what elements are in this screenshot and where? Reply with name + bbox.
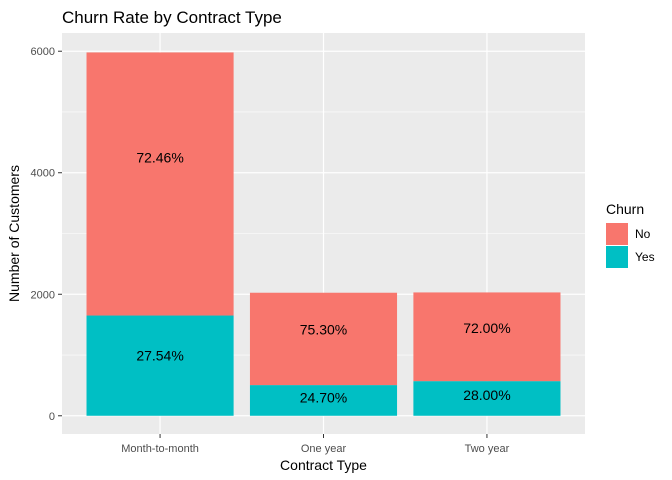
data-label-no: 72.46% (136, 150, 183, 166)
legend-swatch (606, 223, 628, 245)
y-axis-title: Number of Customers (6, 165, 22, 302)
data-label-no: 75.30% (300, 322, 347, 338)
legend: Churn No Yes (606, 201, 655, 268)
data-labels: 72.46% 27.54% 75.30% 24.70% 72.00% 28.00% (136, 150, 510, 406)
bars (86, 52, 561, 416)
bar-no (249, 292, 398, 386)
bar-yes (86, 315, 234, 416)
y-tick-label: 4000 (31, 168, 55, 180)
bar-no (413, 292, 561, 382)
data-label-yes: 28.00% (463, 387, 510, 403)
x-axis: Month-to-month One year Two year (121, 434, 510, 455)
bar-no (86, 52, 234, 316)
x-tick-label: One year (301, 443, 347, 455)
legend-swatch (606, 246, 628, 268)
legend-items: No Yes (606, 223, 655, 268)
legend-title: Churn (606, 201, 644, 217)
x-tick-label: Month-to-month (121, 443, 199, 455)
legend-label: Yes (635, 250, 655, 264)
data-label-yes: 24.70% (300, 389, 347, 405)
chart-title: Churn Rate by Contract Type (62, 8, 282, 27)
data-label-no: 72.00% (463, 320, 510, 336)
x-axis-title: Contract Type (280, 457, 367, 473)
bar-yes (249, 385, 398, 416)
bar-yes (413, 381, 561, 416)
y-axis: 0 2000 4000 6000 (31, 46, 62, 423)
legend-label: No (635, 227, 651, 241)
y-tick-label: 0 (49, 411, 55, 423)
y-tick-label: 6000 (31, 46, 55, 58)
y-tick-label: 2000 (31, 289, 55, 301)
x-tick-label: Two year (465, 443, 510, 455)
data-label-yes: 27.54% (136, 348, 183, 364)
